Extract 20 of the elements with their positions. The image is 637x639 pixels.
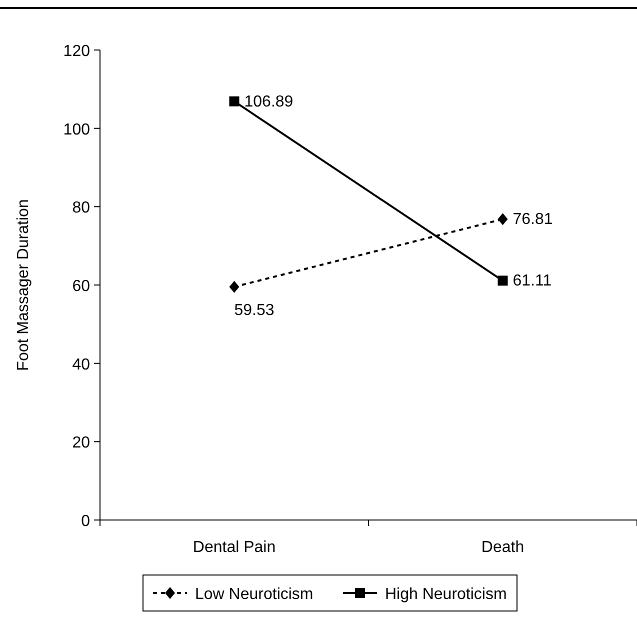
point: [229, 280, 240, 293]
y-tick-label: 100: [63, 121, 90, 138]
point: [498, 213, 508, 226]
legend-label: Low Neuroticism: [195, 586, 314, 603]
y-tick-label: 0: [81, 513, 90, 530]
y-tick-label: 40: [72, 356, 90, 374]
y-axis-title: Foot Massager Duration: [15, 199, 32, 371]
point: [229, 96, 240, 106]
x-tick-label: Dental Pain: [192, 539, 276, 556]
data-label: 59.53: [234, 302, 274, 319]
point: [498, 276, 508, 286]
legend-label: High Neuroticism: [385, 586, 507, 603]
y-tick-label: 20: [72, 434, 90, 452]
x-tick-label: Death: [481, 539, 524, 556]
data-label: 76.81: [512, 211, 553, 228]
y-tick-label: 60: [72, 278, 90, 295]
y-tick-label: 80: [72, 200, 90, 217]
y-tick-label: 120: [63, 43, 90, 60]
data-label: 106.89: [244, 93, 294, 110]
data-label: 61.11: [512, 272, 552, 290]
